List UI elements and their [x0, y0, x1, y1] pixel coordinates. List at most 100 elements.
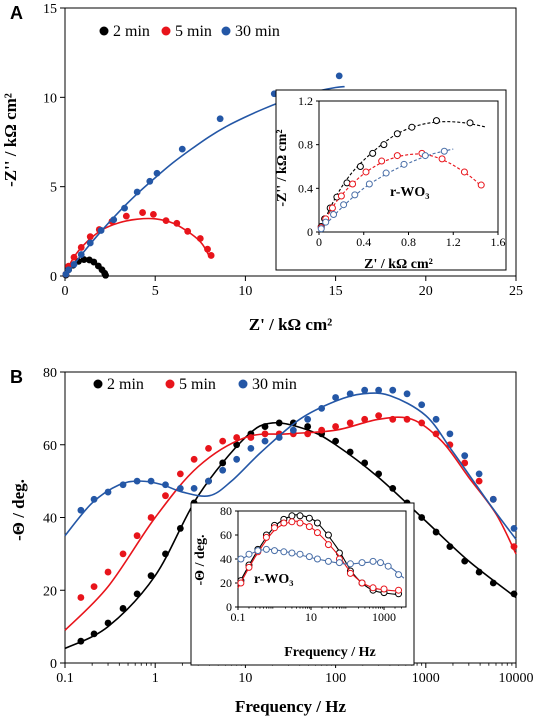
data-point: [296, 519, 304, 527]
x-axis-label-b: Frequency / Hz: [235, 697, 347, 716]
data-point: [346, 448, 354, 456]
data-point: [324, 557, 332, 565]
legend-marker: [99, 26, 109, 36]
data-point: [328, 204, 336, 212]
data-point: [361, 386, 369, 394]
data-point: [346, 390, 354, 398]
data-point: [288, 549, 296, 557]
x-tick-label: 10: [305, 610, 317, 624]
x-tick-label: 0.1: [56, 671, 74, 686]
data-point: [340, 201, 348, 209]
y-tick-label: 0.8: [298, 138, 313, 152]
data-point: [77, 251, 85, 258]
data-point: [358, 559, 366, 567]
y-axis-label-a: -Z'' / kΩ cm²: [1, 93, 20, 187]
data-point: [313, 519, 321, 527]
data-point: [162, 217, 170, 225]
data-point: [207, 252, 215, 259]
inset-b-ylabel: -Θ / deg.: [193, 535, 208, 586]
data-point: [261, 430, 269, 438]
fit-line: [318, 148, 454, 233]
data-point: [335, 72, 343, 80]
data-point: [139, 209, 146, 216]
data-point: [245, 550, 253, 558]
data-point: [446, 430, 454, 438]
data-point: [80, 256, 88, 263]
data-point: [262, 545, 270, 553]
data-point: [245, 563, 253, 571]
legend-b: 2 min 5 min 30 min: [93, 376, 297, 393]
data-point: [375, 386, 383, 394]
inset-a-note: r-WO₃: [390, 185, 429, 200]
legend-entry: 30 min: [252, 376, 297, 393]
x-tick-label: 1: [152, 671, 159, 686]
x-axis-label-a: Z' / kΩ cm²: [249, 315, 332, 334]
fit-line: [64, 416, 517, 631]
data-point: [304, 415, 312, 423]
data-point: [162, 550, 169, 558]
panel-label-a: A: [10, 3, 23, 23]
data-point: [133, 188, 141, 196]
data-point: [133, 532, 141, 540]
series-5-min: [62, 209, 215, 278]
data-point: [271, 524, 279, 532]
data-point: [324, 541, 332, 549]
data-point: [369, 557, 377, 565]
data-point: [280, 519, 288, 527]
data-point: [275, 419, 283, 427]
data-point: [176, 485, 184, 492]
data-point: [288, 512, 296, 520]
legend-entry: 2 min: [113, 23, 150, 40]
panel-label-b: B: [10, 367, 23, 387]
data-point: [400, 160, 408, 168]
data-point: [233, 455, 241, 463]
legend-marker: [238, 379, 248, 389]
data-point: [280, 548, 288, 556]
x-tick-label: 25: [509, 284, 523, 299]
data-point: [121, 204, 128, 212]
data-point: [77, 594, 85, 601]
y-tick-label: 80: [220, 504, 232, 518]
data-point: [104, 568, 112, 576]
data-point: [361, 415, 369, 423]
data-point: [205, 477, 212, 485]
data-point: [288, 518, 296, 526]
data-point: [475, 568, 483, 576]
data-point: [438, 155, 446, 163]
data-point: [147, 514, 155, 521]
data-point: [70, 260, 78, 268]
data-point: [389, 415, 397, 423]
y-tick-label: 0: [226, 600, 232, 614]
y-tick-label: 40: [43, 512, 57, 527]
data-point: [77, 506, 85, 514]
data-point: [77, 637, 85, 645]
fit-line: [318, 121, 487, 233]
y-tick-label: 20: [43, 584, 57, 599]
legend-marker: [161, 26, 171, 36]
legend-entry: 5 min: [179, 376, 216, 393]
x-tick-label: 10000: [499, 671, 533, 686]
data-point: [77, 244, 85, 251]
data-point: [86, 239, 94, 247]
data-point: [162, 481, 169, 489]
legend-marker: [93, 379, 103, 389]
inset-a-plot: 0 0.4 0.8 1.2 1.6 0 0.4 0.8 1.2: [298, 94, 506, 249]
inset-a-xlabel: Z' / kΩ cm²: [364, 257, 433, 272]
data-point: [346, 419, 354, 427]
x-tick-label: 0.1: [231, 610, 246, 624]
y-tick-label: 80: [43, 366, 57, 381]
x-tick-label: 1.2: [446, 235, 461, 249]
inset-a-frame: [275, 89, 507, 271]
y-tick-label: 40: [220, 552, 232, 566]
data-point: [432, 415, 440, 423]
data-point: [346, 560, 354, 568]
data-point: [475, 477, 483, 485]
data-point: [176, 525, 184, 532]
data-point: [395, 571, 403, 579]
inset-b-frame: [190, 502, 415, 666]
data-point: [90, 583, 98, 591]
data-point: [432, 528, 440, 536]
fit-line: [64, 421, 517, 650]
series-30-min: [317, 147, 454, 233]
y-tick-label: 15: [43, 2, 57, 17]
